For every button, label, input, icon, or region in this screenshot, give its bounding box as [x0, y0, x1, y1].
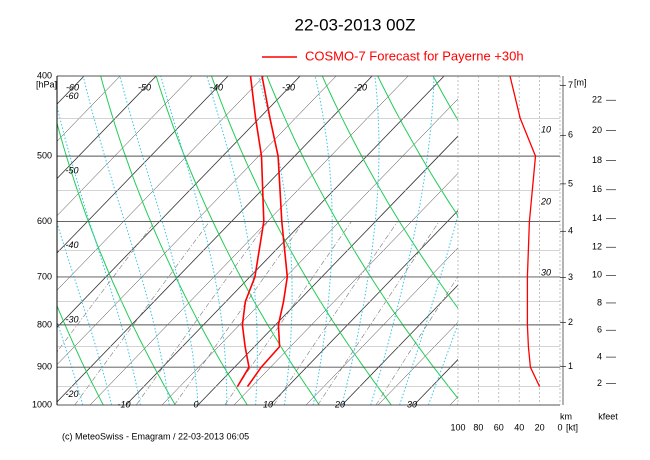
- wind-speed-profile: [509, 75, 541, 387]
- wind-tick-label: 20: [535, 422, 545, 432]
- y-tick-label: 900: [37, 362, 52, 372]
- kfeet-label: kfeet: [598, 411, 618, 421]
- isotherm: [377, 321, 458, 405]
- dry-adiabat: [266, 76, 458, 400]
- moist-adiabat: [206, 76, 258, 405]
- isotherm: [233, 172, 458, 405]
- temperature-profile: [246, 75, 289, 388]
- wind-unit: [kt]: [566, 422, 578, 432]
- km-tick-label: 6: [568, 130, 573, 140]
- moist-adiabat: [312, 76, 333, 405]
- wind-tick-label: 40: [514, 422, 524, 432]
- isotherm: [305, 247, 458, 405]
- temperature-tick-label: 0: [193, 399, 198, 409]
- moist-adiabat: [486, 76, 626, 405]
- kfeet-tick-label: 22: [592, 95, 602, 105]
- temperature-tick-label: -50: [138, 82, 151, 92]
- isotherm: [0, 76, 48, 405]
- isotherm: [161, 98, 458, 405]
- y-tick-label: 500: [37, 150, 52, 160]
- dewpoint-profile: [236, 75, 265, 388]
- dry-adiabat: [377, 76, 458, 217]
- dry-adiabat: [57, 304, 104, 405]
- isotherm: [57, 76, 121, 142]
- km-tick-label: 2: [568, 317, 573, 327]
- isotherm: [57, 76, 265, 291]
- temperature-tick-label: -50: [65, 165, 78, 175]
- isotherm: [57, 76, 373, 403]
- kfeet-tick-label: 14: [592, 213, 602, 223]
- legend-label: COSMO-7 Forecast for Payerne +30h: [305, 48, 524, 63]
- right-label: 20: [540, 196, 551, 206]
- mixing-ratio-line: [135, 221, 268, 405]
- isotherm: [197, 135, 458, 405]
- moist-adiabat: [399, 213, 458, 405]
- temperature-tick-label: -40: [65, 240, 78, 250]
- y-tick-label: 600: [37, 216, 52, 226]
- dry-adiabat: [0, 76, 31, 405]
- isotherm: [57, 76, 301, 329]
- km-tick-label: 4: [568, 226, 573, 236]
- temperature-tick-label: 30: [407, 399, 417, 409]
- wind-tick-label: 0: [557, 422, 562, 432]
- km-label: km: [560, 411, 572, 421]
- temperature-tick-label: -20: [65, 389, 78, 399]
- temperature-tick-label: -30: [282, 82, 295, 92]
- isotherm: [486, 76, 650, 405]
- mixing-ratio-line: [74, 221, 210, 405]
- y-tick-label: 800: [37, 319, 52, 329]
- isotherm: [0, 76, 12, 405]
- isotherm: [57, 76, 193, 217]
- moist-adiabat: [0, 76, 54, 405]
- km-tick-label: 5: [568, 178, 573, 188]
- y-tick-label: 700: [37, 271, 52, 281]
- mixing-ratio-line: [317, 221, 440, 405]
- chart-title: 22-03-2013 00Z: [295, 15, 416, 34]
- isotherm: [57, 76, 229, 254]
- km-unit: [m]: [574, 77, 587, 87]
- temperature-tick-label: -20: [354, 82, 367, 92]
- temperature-tick-label: 20: [334, 399, 345, 409]
- km-tick-label: 1: [568, 361, 573, 371]
- temperature-tick-label: 10: [263, 399, 273, 409]
- kfeet-tick-label: 20: [592, 125, 602, 135]
- kfeet-tick-label: 10: [592, 270, 602, 280]
- dry-adiabat: [211, 76, 392, 405]
- temperature-tick-label: -30: [65, 314, 78, 324]
- temperature-tick-label: -60: [66, 82, 79, 92]
- isotherm: [269, 210, 458, 405]
- right-label: 30: [541, 267, 551, 277]
- y-axis-unit: [hPa]: [36, 79, 57, 89]
- isotherm: [341, 284, 458, 405]
- moist-adiabat: [456, 401, 458, 405]
- background-lines: [0, 76, 650, 405]
- footer: (c) MeteoSwiss - Emagram / 22-03-2013 06…: [62, 431, 249, 441]
- y-tick-label: 1000: [32, 399, 52, 409]
- kfeet-tick-label: 4: [597, 351, 602, 361]
- km-tick-label: 7: [568, 80, 573, 90]
- kfeet-tick-label: 12: [592, 242, 602, 252]
- isotherm: [413, 358, 458, 405]
- kfeet-tick-label: 6: [597, 325, 602, 335]
- kfeet-tick-label: 2: [597, 378, 602, 388]
- mixing-ratio-line: [375, 276, 458, 405]
- wind-tick-label: 100: [450, 422, 465, 432]
- kfeet-tick-label: 8: [597, 297, 602, 307]
- y-tick-label: 400: [37, 70, 52, 80]
- temperature-tick-label: -40: [210, 82, 223, 92]
- isotherm: [57, 76, 157, 180]
- km-tick-label: 3: [568, 272, 573, 282]
- moist-adiabat: [0, 76, 25, 405]
- temperature-tick-label: -10: [117, 399, 130, 409]
- temperature-tick-label: -60: [65, 91, 78, 101]
- right-label: 10: [541, 124, 551, 134]
- isotherm: [89, 76, 409, 405]
- wind-tick-label: 80: [473, 422, 483, 432]
- isotherm: [57, 76, 337, 366]
- kfeet-tick-label: 18: [592, 155, 602, 165]
- kfeet-tick-label: 16: [592, 184, 602, 194]
- wind-tick-label: 60: [494, 422, 504, 432]
